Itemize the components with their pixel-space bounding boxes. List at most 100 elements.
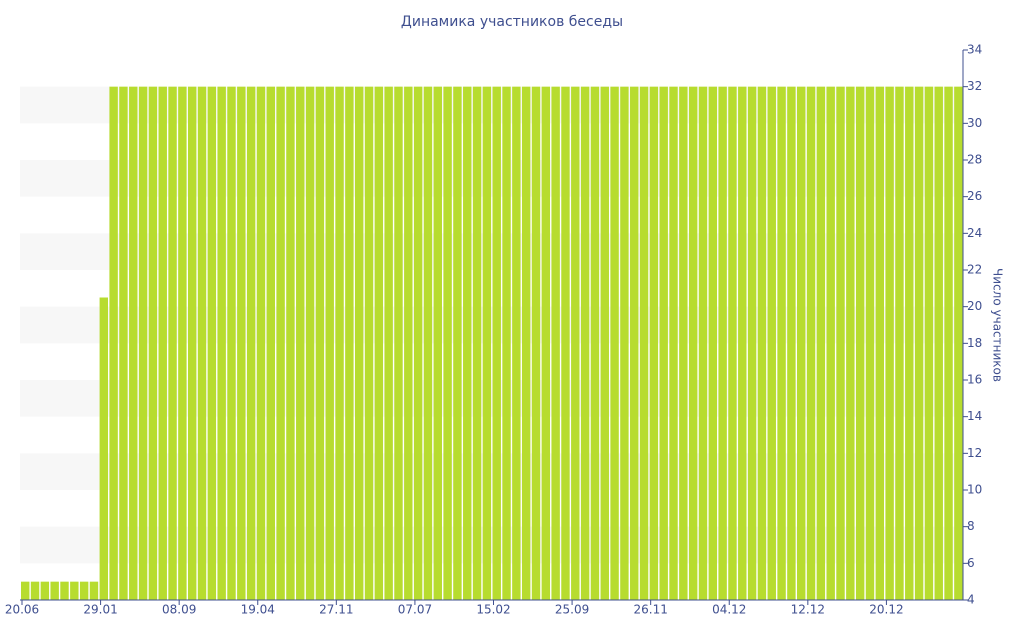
- bar: [197, 86, 207, 600]
- bar: [698, 86, 708, 600]
- grid-band: [20, 453, 963, 490]
- bar: [296, 86, 305, 600]
- bar: [207, 86, 217, 600]
- bar: [639, 86, 649, 600]
- bar: [246, 86, 256, 600]
- bar: [30, 581, 40, 600]
- grid-band: [20, 86, 963, 124]
- bar: [934, 86, 943, 600]
- bar: [855, 86, 865, 600]
- bar: [580, 86, 590, 600]
- y-tick-label: 24: [967, 226, 982, 240]
- bar: [679, 86, 688, 600]
- bar: [521, 86, 531, 600]
- bar: [482, 86, 492, 600]
- bar: [463, 86, 472, 600]
- y-tick-label: 32: [967, 79, 982, 93]
- bar: [806, 86, 816, 600]
- y-tick-label: 20: [967, 299, 982, 313]
- bar: [620, 86, 629, 600]
- bar: [237, 86, 246, 600]
- bar: [787, 86, 796, 600]
- bar: [914, 86, 924, 600]
- bar: [345, 86, 354, 600]
- bar: [688, 86, 698, 600]
- y-tick-label: 34: [967, 43, 982, 57]
- grid-band: [20, 526, 963, 564]
- bar: [954, 86, 963, 600]
- bar: [797, 86, 806, 600]
- bar: [99, 297, 109, 600]
- bar: [138, 86, 148, 600]
- bar: [413, 86, 423, 600]
- bar: [826, 86, 835, 600]
- bar: [168, 86, 177, 600]
- bar: [433, 86, 442, 600]
- y-tick-label: 8: [967, 519, 975, 533]
- bar: [129, 86, 138, 600]
- bar: [148, 86, 158, 600]
- bar: [728, 86, 737, 600]
- grid-band: [20, 233, 963, 270]
- y-tick-label: 14: [967, 409, 982, 423]
- bar: [40, 581, 50, 600]
- y-tick-label: 26: [967, 189, 982, 203]
- y-axis-label: Число участников: [991, 268, 1005, 382]
- x-tick-label: 07.07: [398, 603, 432, 617]
- grid-band: [20, 160, 963, 197]
- bar: [423, 86, 433, 600]
- bar: [767, 86, 776, 600]
- bar: [816, 86, 826, 600]
- bar: [364, 86, 374, 600]
- x-tick-label: 20.12: [869, 603, 903, 617]
- bar: [119, 86, 128, 600]
- bar: [846, 86, 855, 600]
- bar: [738, 86, 747, 600]
- x-tick-label: 08.09: [162, 603, 196, 617]
- bar: [276, 86, 285, 600]
- bar: [178, 86, 187, 600]
- bar: [905, 86, 914, 600]
- y-tick-label: 6: [967, 556, 975, 570]
- bar: [836, 86, 845, 600]
- bar: [502, 86, 511, 600]
- bar: [227, 86, 236, 600]
- y-tick-label: 18: [967, 336, 982, 350]
- bar: [325, 86, 334, 600]
- bar: [875, 86, 885, 600]
- y-tick-label: 4: [967, 593, 975, 607]
- x-tick-label: 29.01: [83, 603, 117, 617]
- bar: [757, 86, 767, 600]
- bar: [590, 86, 600, 600]
- bar: [669, 86, 678, 600]
- bar: [571, 86, 580, 600]
- bar: [600, 86, 609, 600]
- bar: [187, 86, 197, 600]
- bar: [315, 86, 325, 600]
- x-tick-label: 27.11: [319, 603, 353, 617]
- y-tick-label: 10: [967, 483, 982, 497]
- bar: [354, 86, 364, 600]
- bar: [630, 86, 639, 600]
- y-tick-label: 28: [967, 153, 982, 167]
- bar: [747, 86, 757, 600]
- bar: [384, 86, 393, 600]
- bar: [777, 86, 786, 600]
- bar: [492, 86, 501, 600]
- bar: [561, 86, 570, 600]
- bar: [266, 86, 275, 600]
- y-tick-label: 30: [967, 116, 982, 130]
- bar: [158, 86, 167, 600]
- bar: [286, 86, 295, 600]
- grid-band: [20, 380, 963, 417]
- bar: [944, 86, 953, 600]
- bar: [217, 86, 226, 600]
- x-tick-label: 25.09: [555, 603, 589, 617]
- bar: [551, 86, 560, 600]
- bar: [50, 581, 59, 600]
- bar: [89, 581, 99, 600]
- bar: [472, 86, 482, 600]
- bar: [21, 581, 30, 600]
- bar: [256, 86, 266, 600]
